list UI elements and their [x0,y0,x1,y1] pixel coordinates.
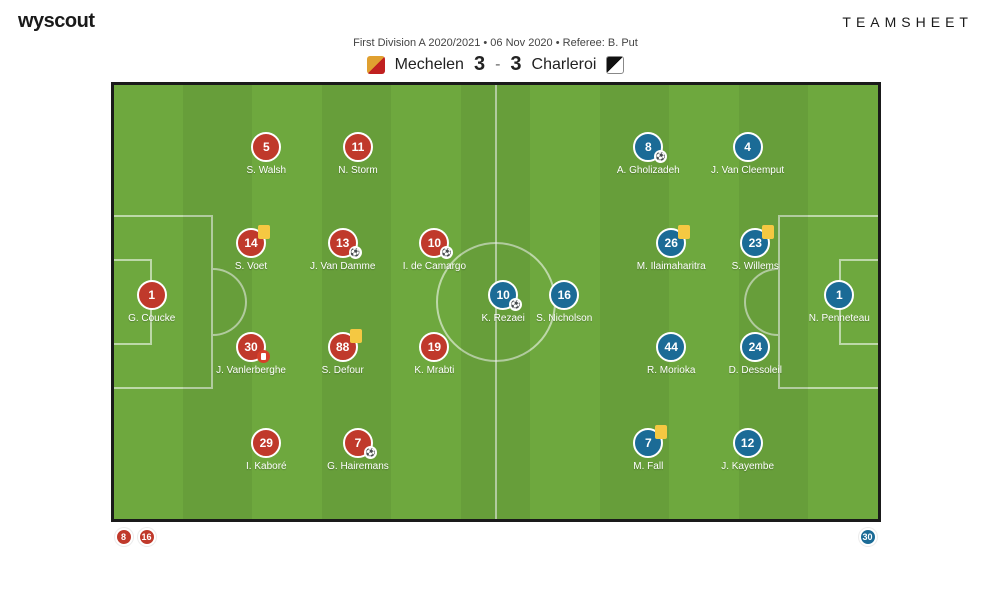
player-name-label: S. Voet [206,261,296,272]
away-crest-icon [606,56,624,74]
yellow-card-icon [258,225,270,239]
player-name-label: I. de Camargo [389,261,479,272]
player-away[interactable]: 44 R. Morioka [626,332,716,376]
player-name-label: G. Coucke [107,313,197,324]
score-dash: - [495,56,500,74]
player-name-label: M. Fall [603,461,693,472]
player-number: 1 [137,280,167,310]
player-number: 8⚽ [633,132,663,162]
player-home[interactable]: 30 J. Vanlerberghe [206,332,296,376]
player-number: 1 [824,280,854,310]
player-name-label: D. Dessoleil [710,365,800,376]
player-name-label: S. Defour [298,365,388,376]
header: wyscout TEAMSHEET [0,0,991,35]
yellow-card-icon [678,225,690,239]
sub-chip[interactable]: 30 [859,528,877,546]
goal-icon: ⚽ [654,150,667,163]
player-number: 4 [733,132,763,162]
player-name-label: N. Penneteau [794,313,884,324]
player-number: 29 [251,428,281,458]
player-number: 23 [740,228,770,258]
pitch-container: 4-4-2 4-4-1-1 1G. Coucke5S. Walsh14S. Vo… [111,82,881,522]
player-number: 11 [343,132,373,162]
player-name-label: J. Vanlerberghe [206,365,296,376]
player-number: 24 [740,332,770,362]
player-name-label: S. Willems [710,261,800,272]
player-away[interactable]: 4 J. Van Cleemput [703,132,793,176]
player-number: 30 [236,332,266,362]
score-row: Mechelen 3 - 3 Charleroi [0,53,991,76]
player-home[interactable]: 7⚽ G. Hairemans [313,428,403,472]
player-number: 10⚽ [419,228,449,258]
player-home[interactable]: 19 K. Mrabti [389,332,479,376]
player-number: 7 [633,428,663,458]
yellow-card-icon [655,425,667,439]
player-name-label: R. Morioka [626,365,716,376]
player-name-label: N. Storm [313,165,403,176]
player-number: 14 [236,228,266,258]
yellow-card-icon [762,225,774,239]
home-team-name: Mechelen [395,56,464,74]
yellow-card-icon [350,329,362,343]
teamsheet-label: TEAMSHEET [842,14,973,30]
match-info: First Division A 2020/2021 • 06 Nov 2020… [0,37,991,49]
away-score: 3 [510,53,521,76]
player-number: 44 [656,332,686,362]
goal-icon: ⚽ [440,246,453,259]
goal-icon: ⚽ [509,298,522,311]
player-name-label: M. Ilaimaharitra [626,261,716,272]
player-number: 13⚽ [328,228,358,258]
player-away[interactable]: 1 N. Penneteau [794,280,884,324]
red-event-icon [257,350,270,363]
player-home[interactable]: 14 S. Voet [206,228,296,272]
player-name-label: S. Walsh [221,165,311,176]
pitch: 1G. Coucke5S. Walsh14S. Voet30J. Vanlerb… [111,82,881,522]
goal-icon: ⚽ [364,446,377,459]
player-number: 26 [656,228,686,258]
away-team-name: Charleroi [532,56,597,74]
player-number: 19 [419,332,449,362]
player-number: 88 [328,332,358,362]
player-number: 7⚽ [343,428,373,458]
player-away[interactable]: 26 M. Ilaimaharitra [626,228,716,272]
player-away[interactable]: 7 M. Fall [603,428,693,472]
player-number: 5 [251,132,281,162]
player-away[interactable]: 8⚽ A. Gholizadeh [603,132,693,176]
player-number: 10⚽ [488,280,518,310]
player-name-label: G. Hairemans [313,461,403,472]
subs-home: 8 16 [115,528,156,546]
player-name-label: K. Rezaei [458,313,548,324]
player-name-label: J. Van Damme [298,261,388,272]
player-away[interactable]: 12 J. Kayembe [703,428,793,472]
home-score: 3 [474,53,485,76]
subs-row: 8 16 30 [111,528,881,546]
home-crest-icon [367,56,385,74]
player-home[interactable]: 5 S. Walsh [221,132,311,176]
sub-chip[interactable]: 16 [138,528,156,546]
player-name-label: I. Kaboré [221,461,311,472]
player-name-label: A. Gholizadeh [603,165,693,176]
player-away[interactable]: 23 S. Willems [710,228,800,272]
player-home[interactable]: 1 G. Coucke [107,280,197,324]
player-name-label: J. Van Cleemput [703,165,793,176]
player-number: 12 [733,428,763,458]
wyscout-logo: wyscout [18,10,95,33]
player-name-label: J. Kayembe [703,461,793,472]
player-home[interactable]: 13⚽ J. Van Damme [298,228,388,272]
player-home[interactable]: 11 N. Storm [313,132,403,176]
sub-chip[interactable]: 8 [115,528,133,546]
player-number: 16 [549,280,579,310]
player-away[interactable]: 10⚽ K. Rezaei [458,280,548,324]
player-name-label: K. Mrabti [389,365,479,376]
player-home[interactable]: 29 I. Kaboré [221,428,311,472]
subs-away: 30 [859,528,877,546]
player-home[interactable]: 10⚽ I. de Camargo [389,228,479,272]
goal-icon: ⚽ [349,246,362,259]
player-away[interactable]: 24 D. Dessoleil [710,332,800,376]
player-home[interactable]: 88 S. Defour [298,332,388,376]
